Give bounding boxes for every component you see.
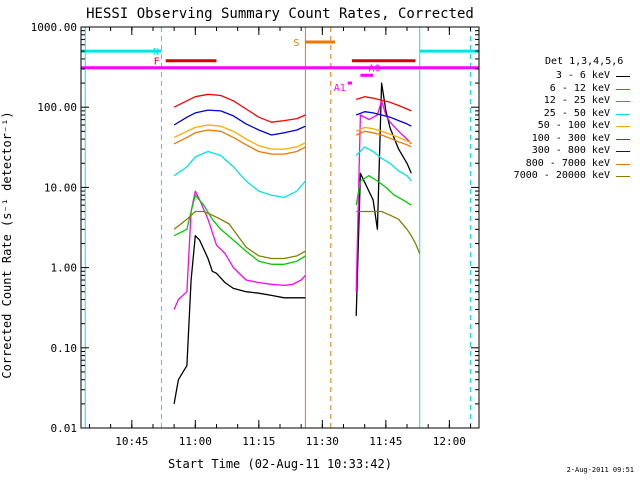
x-tick-label-3: 11:30 — [306, 435, 339, 448]
y-tick-label-0: 0.01 — [51, 422, 78, 435]
legend-label: 25 - 50 keV — [544, 108, 610, 119]
legend-swatch — [616, 126, 630, 127]
generated-timestamp: 2-Aug-2011 09:51 — [567, 466, 634, 474]
legend-label: 7000 - 20000 keV — [514, 170, 610, 181]
series-line-4 — [174, 125, 411, 149]
legend-label: 6 - 12 keV — [550, 83, 610, 94]
series-line-5 — [174, 94, 411, 122]
x-tick-label-4: 11:45 — [369, 435, 402, 448]
legend-title: Det 1,3,4,5,6 — [545, 56, 623, 67]
x-tick-label-0: 10:45 — [115, 435, 148, 448]
legend-swatch — [616, 164, 630, 165]
legend-swatch — [616, 76, 630, 77]
x-axis-label: Start Time (02-Aug-11 10:33:42) — [168, 457, 392, 471]
legend-swatch — [616, 139, 630, 140]
x-tick-label-2: 11:15 — [242, 435, 275, 448]
x-tick-label-1: 11:00 — [179, 435, 212, 448]
chart-title: HESSI Observing Summary Count Rates, Cor… — [86, 6, 474, 22]
legend-label: 300 - 800 keV — [532, 145, 610, 156]
legend-swatch — [616, 151, 630, 152]
series-line-8 — [174, 212, 420, 259]
y-axis-label: Corrected Count Rate (s⁻¹ detector⁻¹) — [0, 111, 14, 378]
legend-label: 50 - 100 keV — [538, 120, 610, 131]
y-tick-label-4: 100.00 — [37, 101, 77, 114]
legend-label: 800 - 7000 keV — [526, 158, 610, 169]
series-line-6 — [174, 110, 411, 135]
legend-swatch — [616, 101, 630, 102]
y-tick-label-1: 0.10 — [51, 342, 78, 355]
y-tick-label-5: 1000.00 — [31, 21, 77, 34]
legend-swatch — [616, 114, 630, 115]
legend-label: 3 - 6 keV — [556, 70, 610, 81]
y-tick-label-2: 1.00 — [51, 262, 78, 275]
legend-swatch — [616, 176, 630, 177]
series-line-3 — [174, 147, 411, 198]
annotation-label-2: F — [154, 57, 160, 68]
series-line-1 — [174, 101, 411, 310]
legend-label: 12 - 25 keV — [544, 95, 610, 106]
legend-label: 100 - 300 keV — [532, 133, 610, 144]
y-tick-label-3: 10.00 — [44, 181, 77, 194]
legend-swatch — [616, 89, 630, 90]
series-line-7 — [174, 130, 411, 154]
annotation-label-4: S — [293, 38, 299, 49]
annotation-label-6: A1 — [334, 83, 346, 94]
x-tick-label-5: 12:00 — [433, 435, 466, 448]
